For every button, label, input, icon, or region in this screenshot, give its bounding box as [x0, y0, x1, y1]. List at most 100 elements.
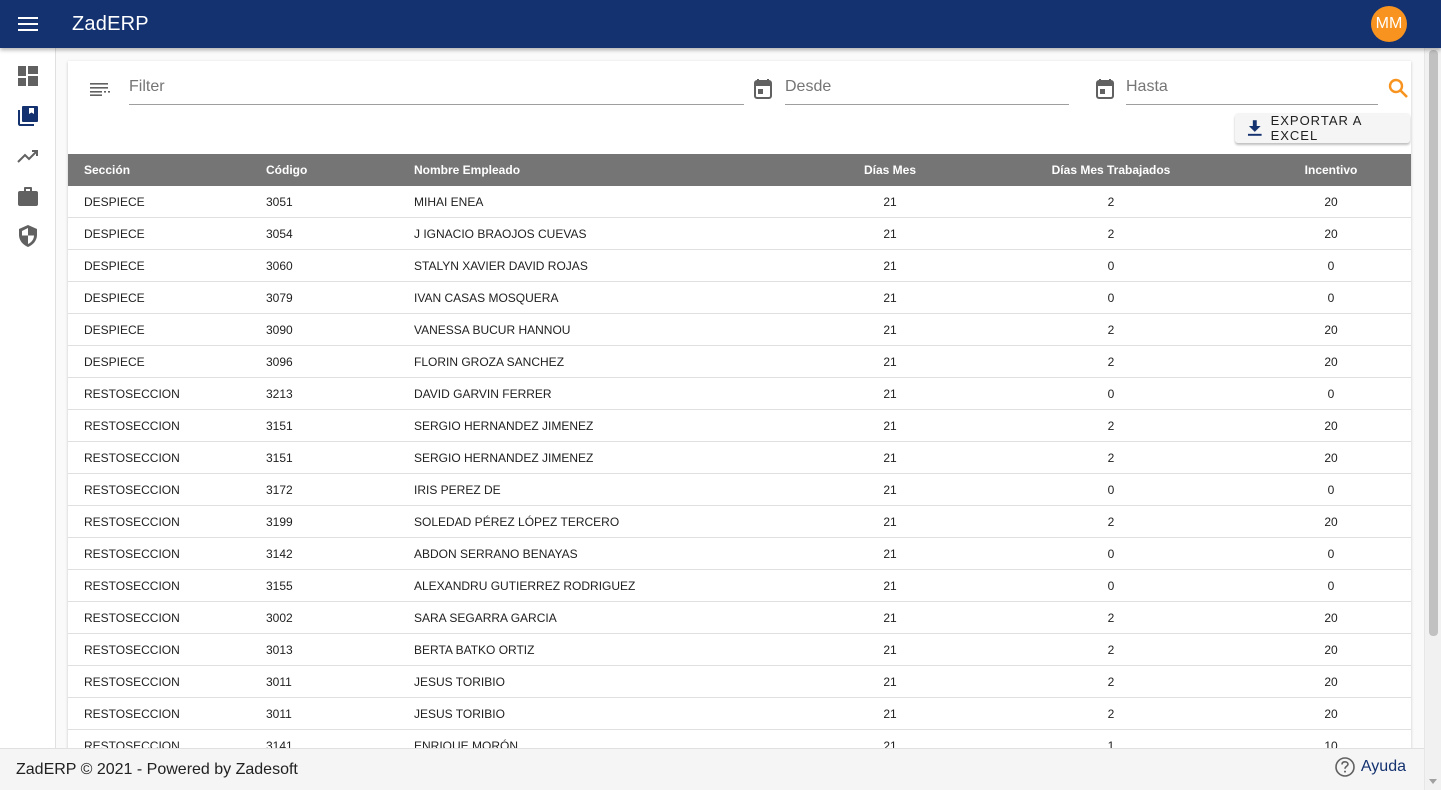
- table-row[interactable]: RESTOSECCION 3199 SOLEDAD PÉREZ LÓPEZ TERC…: [68, 506, 1411, 538]
- calendar-icon[interactable]: [1096, 79, 1114, 99]
- calendar-icon[interactable]: [754, 79, 772, 99]
- cell-codigo: 3213: [266, 386, 293, 401]
- filter-list-icon: [90, 83, 110, 96]
- table-row[interactable]: RESTOSECCION 3011 JESUS TORIBIO 21 2 20: [68, 698, 1411, 730]
- library-books-icon: [18, 106, 38, 126]
- cell-incentivo: 20: [1324, 674, 1338, 689]
- cell-seccion: RESTOSECCION: [84, 418, 180, 433]
- export-excel-button[interactable]: EXPORTAR A EXCEL: [1235, 113, 1410, 143]
- help-link[interactable]: Ayuda: [1335, 757, 1406, 777]
- cell-dias-mes: 21: [883, 418, 897, 433]
- cell-seccion: RESTOSECCION: [84, 546, 180, 561]
- cell-nombre-empleado: VANESSA BUCUR HANNOU: [414, 322, 571, 337]
- cell-incentivo: 20: [1324, 706, 1338, 721]
- cell-incentivo: 0: [1327, 290, 1335, 305]
- nav-rail: [0, 48, 56, 748]
- cell-nombre-empleado: JESUS TORIBIO: [414, 674, 505, 689]
- table-row[interactable]: DESPIECE 3079 IVAN CASAS MOSQUERA 21 0 0: [68, 282, 1411, 314]
- table-row[interactable]: DESPIECE 3090 VANESSA BUCUR HANNOU 21 2 20: [68, 314, 1411, 346]
- footer: ZadERP © 2021 - Powered by Zadesoft Ayud…: [0, 748, 1424, 790]
- nav-item-security[interactable]: [0, 216, 56, 256]
- cell-codigo: 3096: [266, 354, 293, 369]
- cell-seccion: DESPIECE: [84, 194, 145, 209]
- cell-dias-mes: 21: [883, 226, 897, 241]
- column-header-dias-mes-trabajados[interactable]: Días Mes Trabajados: [1051, 163, 1171, 177]
- table-row[interactable]: RESTOSECCION 3002 SARA SEGARRA GARCIA 21 2 20: [68, 602, 1411, 634]
- cell-nombre-empleado: FLORIN GROZA SANCHEZ: [414, 354, 565, 369]
- nav-item-dashboard[interactable]: [0, 56, 56, 96]
- cell-nombre-empleado: SOLEDAD PÉREZ LÓPEZ TERCERO: [414, 514, 620, 529]
- cell-dias-mes: 21: [883, 546, 897, 561]
- cell-nombre-empleado: SERGIO HERNANDEZ JIMENEZ: [414, 450, 594, 465]
- page-scrollbar[interactable]: [1424, 0, 1441, 790]
- cell-seccion: DESPIECE: [84, 226, 145, 241]
- desde-input[interactable]: [785, 71, 1069, 103]
- nav-item-library[interactable]: [0, 96, 56, 136]
- report-card: EXPORTAR A EXCEL Sección Código Nombre E…: [68, 61, 1411, 751]
- cell-codigo: 3151: [266, 418, 293, 433]
- menu-icon: [18, 17, 38, 31]
- cell-nombre-empleado: DAVID GARVIN FERRER: [414, 386, 552, 401]
- cell-nombre-empleado: SERGIO HERNANDEZ JIMENEZ: [414, 418, 594, 433]
- cell-dias-mes: 21: [883, 674, 897, 689]
- table-row[interactable]: RESTOSECCION 3155 ALEXANDRU GUTIERREZ RODR…: [68, 570, 1411, 602]
- table-row[interactable]: RESTOSECCION 3213 DAVID GARVIN FERRER 21 0 0: [68, 378, 1411, 410]
- table-body: DESPIECE 3051 MIHAI ENEA 21 2 20 DESPIECE 3054 J…: [68, 186, 1411, 751]
- table-row[interactable]: DESPIECE 3054 J IGNACIO BRAOJOS CUEVAS 21 2 2…: [68, 218, 1411, 250]
- cell-dias-mes: 21: [883, 194, 897, 209]
- cell-dias-mes: 21: [883, 514, 897, 529]
- incentives-table: Sección Código Nombre Empleado Días Mes …: [68, 154, 1411, 751]
- cell-incentivo: 0: [1327, 386, 1335, 401]
- table-row[interactable]: RESTOSECCION 3141 ENRIQUE MORÓN 21 1 10: [68, 730, 1411, 752]
- table-row[interactable]: RESTOSECCION 3151 SERGIO HERNANDEZ JIMENEZ…: [68, 410, 1411, 442]
- table-row[interactable]: DESPIECE 3096 FLORIN GROZA SANCHEZ 21 2 20: [68, 346, 1411, 378]
- search-icon[interactable]: [1388, 78, 1408, 98]
- cell-dias-mes: 21: [883, 450, 897, 465]
- app-bar: ZadERP MM: [0, 0, 1441, 48]
- cell-dias-mes: 21: [883, 738, 897, 752]
- table-row[interactable]: RESTOSECCION 3142 ABDON SERRANO BENAYAS 21 0…: [68, 538, 1411, 570]
- cell-seccion: RESTOSECCION: [84, 514, 180, 529]
- table-row[interactable]: RESTOSECCION 3011 JESUS TORIBIO 21 2 20: [68, 666, 1411, 698]
- cell-seccion: RESTOSECCION: [84, 386, 180, 401]
- cell-dias-mes-trabajados: 2: [1107, 226, 1115, 241]
- filter-input[interactable]: [129, 71, 744, 103]
- table-row[interactable]: RESTOSECCION 3172 IRIS PEREZ DE 21 0 0: [68, 474, 1411, 506]
- avatar[interactable]: MM: [1371, 6, 1407, 42]
- menu-button[interactable]: [0, 0, 56, 48]
- column-header-dias-mes[interactable]: Días Mes: [863, 163, 917, 177]
- cell-incentivo: 20: [1324, 514, 1338, 529]
- column-header-incentivo[interactable]: Incentivo: [1304, 163, 1358, 177]
- scrollbar-thumb[interactable]: [1429, 50, 1438, 636]
- cell-nombre-empleado: JESUS TORIBIO: [414, 706, 505, 721]
- table-row[interactable]: RESTOSECCION 3013 BERTA BATKO ORTIZ 21 2 20: [68, 634, 1411, 666]
- cell-seccion: RESTOSECCION: [84, 738, 180, 752]
- work-icon: [18, 186, 38, 206]
- export-excel-label: EXPORTAR A EXCEL: [1270, 113, 1362, 143]
- cell-dias-mes: 21: [883, 322, 897, 337]
- column-header-codigo[interactable]: Código: [266, 163, 308, 177]
- cell-codigo: 3013: [266, 642, 293, 657]
- cell-incentivo: 20: [1324, 642, 1338, 657]
- cell-seccion: RESTOSECCION: [84, 642, 180, 657]
- table-row[interactable]: DESPIECE 3060 STALYN XAVIER DAVID ROJAS 21 0…: [68, 250, 1411, 282]
- download-icon: [1247, 120, 1262, 136]
- column-header-seccion[interactable]: Sección: [84, 163, 131, 177]
- help-label: Ayuda: [1360, 758, 1406, 775]
- cell-incentivo: 0: [1327, 578, 1335, 593]
- table-row[interactable]: DESPIECE 3051 MIHAI ENEA 21 2 20: [68, 186, 1411, 218]
- table-row[interactable]: RESTOSECCION 3151 SERGIO HERNANDEZ JIMENEZ…: [68, 442, 1411, 474]
- cell-dias-mes-trabajados: 0: [1107, 482, 1115, 497]
- cell-seccion: RESTOSECCION: [84, 578, 180, 593]
- hasta-input[interactable]: [1126, 71, 1378, 103]
- filter-field: [129, 71, 744, 105]
- nav-item-work[interactable]: [0, 176, 56, 216]
- cell-dias-mes-trabajados: 2: [1107, 322, 1115, 337]
- scroll-down-arrow[interactable]: [1429, 779, 1437, 784]
- cell-codigo: 3054: [266, 226, 293, 241]
- column-header-nombre-empleado[interactable]: Nombre Empleado: [414, 163, 521, 177]
- cell-seccion: RESTOSECCION: [84, 482, 180, 497]
- nav-item-trending[interactable]: [0, 136, 56, 176]
- table-header-row: Sección Código Nombre Empleado Días Mes …: [68, 154, 1411, 186]
- cell-incentivo: 20: [1324, 226, 1338, 241]
